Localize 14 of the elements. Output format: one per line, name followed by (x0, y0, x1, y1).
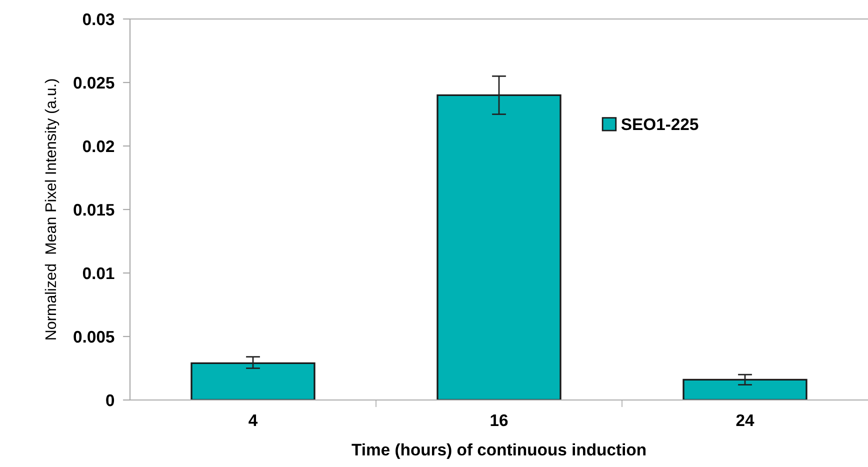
x-tick-label: 16 (490, 414, 508, 426)
y-tick-label: 0.015 (74, 204, 114, 216)
y-axis-title: Normalized Mean Pixel Intensity (a.u.) (44, 79, 60, 340)
y-tick-label: 0.03 (82, 13, 114, 26)
bar (682, 378, 808, 400)
y-tick-label: 0.025 (74, 76, 114, 89)
legend-label: SEO1-225 (621, 118, 698, 130)
y-tick-label: 0 (106, 394, 114, 406)
x-tick-label: 4 (248, 414, 258, 426)
x-axis-title: Time (hours) of continuous induction (352, 443, 646, 459)
x-tick-label: 24 (736, 414, 754, 426)
y-tick-label: 0.02 (82, 140, 114, 152)
y-tick-label: 0.005 (74, 330, 114, 343)
y-tick-label: 0.01 (82, 267, 114, 280)
